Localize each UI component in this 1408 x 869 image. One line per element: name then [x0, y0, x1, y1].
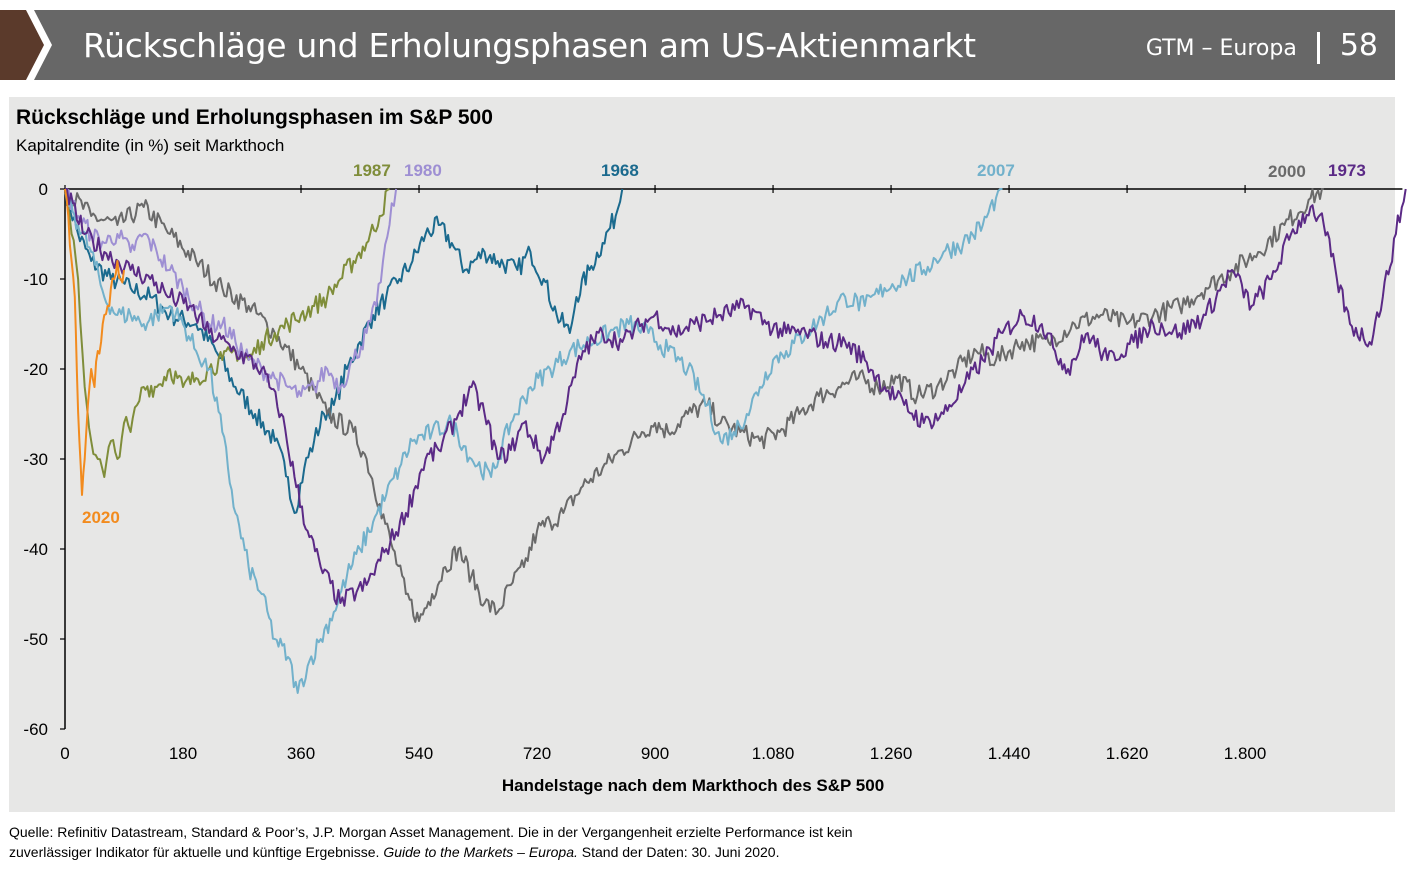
chart-lines — [64, 188, 1407, 694]
x-tick-label: 1.800 — [1224, 744, 1267, 763]
y-tick-label: -20 — [23, 360, 48, 379]
header-bar — [0, 10, 1395, 80]
y-tick-label: -10 — [23, 270, 48, 289]
series-line-2000 — [64, 188, 1324, 623]
y-tick-label: -60 — [23, 720, 48, 739]
series-label-2007: 2007 — [977, 161, 1015, 180]
series-line-1980 — [64, 188, 398, 398]
chart-series-labels: 1968 1973 1980 1987 2000 2007 2020 — [82, 161, 1366, 527]
series-label-1987: 1987 — [353, 161, 391, 180]
x-axis-label: Handelstage nach dem Markthoch des S&P 5… — [502, 776, 884, 795]
chart-axes: 0 -10 -20 -30 -40 -50 -60 0 180 360 540 720 900 1.080… — [23, 180, 1403, 763]
series-label-2000: 2000 — [1268, 162, 1306, 181]
y-tick-label: -30 — [23, 450, 48, 469]
source-footnote: Quelle: Refinitiv Datastream, Standard &… — [9, 822, 853, 862]
header-arrow-icon — [0, 10, 52, 80]
series-line-2007 — [65, 188, 1003, 694]
y-tick-label: -40 — [23, 540, 48, 559]
x-tick-label: 540 — [405, 744, 433, 763]
header-separator — [1316, 31, 1320, 64]
x-tick-label: 360 — [287, 744, 315, 763]
chart-title: Rückschläge und Erholungsphasen im S&P 5… — [16, 106, 493, 129]
x-tick-label: 720 — [523, 744, 551, 763]
x-tick-label: 180 — [169, 744, 197, 763]
header-subtitle: GTM – Europa — [1145, 36, 1297, 61]
x-tick-label: 1.260 — [870, 744, 913, 763]
footnote-line-2-end: Stand der Daten: 30. Juni 2020. — [577, 844, 780, 860]
header-right: GTM – Europa 58 — [1146, 10, 1378, 80]
series-label-2020: 2020 — [82, 508, 120, 527]
x-tick-label: 1.080 — [752, 744, 795, 763]
footnote-line-2-italic: Guide to the Markets – Europa. — [383, 844, 578, 860]
footnote-line-2-start: zuverlässiger Indikator für aktuelle und… — [9, 844, 384, 860]
page-title: Rückschläge und Erholungsphasen am US-Ak… — [83, 26, 976, 65]
chart-panel — [9, 97, 1395, 812]
series-line-1973 — [65, 188, 1407, 607]
chart-subtitle: Kapitalrendite (in %) seit Markthoch — [16, 136, 285, 155]
series-line-2020 — [64, 188, 125, 496]
page-number: 58 — [1339, 28, 1378, 63]
series-label-1973: 1973 — [1328, 161, 1366, 180]
footnote-line-2: zuverlässiger Indikator für aktuelle und… — [9, 842, 853, 862]
series-line-1968 — [64, 188, 624, 514]
footnote-line-1: Quelle: Refinitiv Datastream, Standard &… — [9, 824, 853, 840]
series-label-1968: 1968 — [601, 161, 639, 180]
x-tick-label: 900 — [641, 744, 669, 763]
x-tick-label: 1.620 — [1106, 744, 1149, 763]
series-label-1980: 1980 — [404, 161, 442, 180]
y-tick-label: 0 — [39, 180, 48, 199]
x-tick-label: 1.440 — [988, 744, 1031, 763]
x-tick-label: 0 — [60, 744, 69, 763]
series-line-1987 — [64, 188, 390, 478]
y-tick-label: -50 — [23, 630, 48, 649]
